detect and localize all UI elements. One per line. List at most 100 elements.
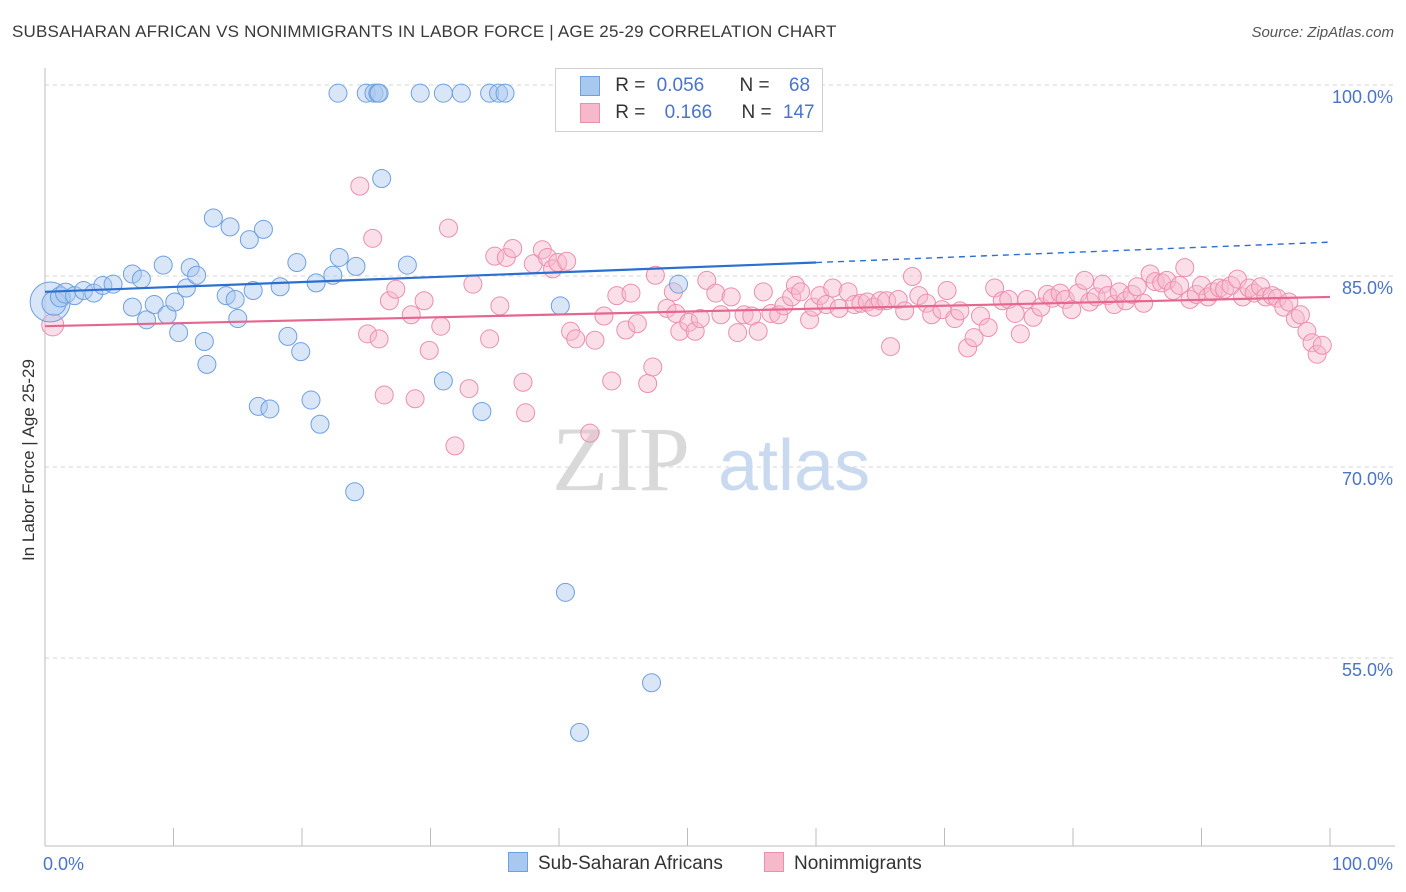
subsaharan-point <box>194 331 214 351</box>
legend-label: Nonimmigrants <box>794 853 922 874</box>
nonimmigrant-point <box>1010 324 1030 344</box>
subsaharan-point <box>253 219 273 239</box>
nonimmigrant-trend-line <box>44 295 1331 328</box>
nonimmigrant-point <box>895 301 915 321</box>
x-tick-label: 0.0% <box>43 854 84 874</box>
nonimmigrant-point <box>358 324 378 344</box>
nonimmigrant-point <box>1290 305 1310 325</box>
nonimmigrant-point <box>964 328 984 348</box>
subsaharan-point <box>169 323 189 343</box>
legend-r-label: R = <box>615 75 646 96</box>
nonimmigrant-point <box>431 316 451 336</box>
subsaharan-points <box>29 83 817 742</box>
nonimmigrant-point <box>580 423 600 443</box>
subsaharan-point <box>550 296 570 316</box>
subsaharan-point <box>555 582 575 602</box>
x-tick-label: 100.0% <box>1332 854 1393 874</box>
nonimmigrant-point <box>1104 295 1124 315</box>
subsaharan-point <box>642 673 662 693</box>
nonimmigrant-point <box>602 371 622 391</box>
nonimmigrant-point <box>1075 270 1095 290</box>
subsaharan-trend-line <box>44 261 817 293</box>
nonimmigrant-point <box>638 374 658 393</box>
nonimmigrant-point <box>1297 321 1317 341</box>
nonimmigrant-point <box>627 314 647 334</box>
subsaharan-point <box>225 289 245 309</box>
legend-row-nonimmigrants: R = 0.166 N = 147 <box>580 102 815 124</box>
nonimmigrant-point <box>445 436 465 456</box>
nonimmigrant-point <box>419 340 439 360</box>
nonimmigrant-point <box>721 287 741 307</box>
nonimmigrant-point <box>1134 293 1154 313</box>
nonimmigrant-point <box>881 337 901 357</box>
y-tick-label: 85.0% <box>1342 278 1393 298</box>
subsaharan-point <box>165 292 185 312</box>
nonimmigrant-point <box>369 329 389 349</box>
subsaharan-point <box>310 414 330 434</box>
subsaharan-point <box>372 168 392 188</box>
nonimmigrant-point <box>1170 275 1190 295</box>
subsaharan-point <box>346 256 366 276</box>
subsaharan-point <box>328 83 348 103</box>
subsaharan-point <box>329 247 349 267</box>
nonimmigrant-point <box>978 317 998 337</box>
legend-r-label: R = <box>615 102 646 123</box>
subsaharan-point <box>228 309 248 329</box>
legend-n-value: 68 <box>788 75 811 96</box>
pink-swatch <box>580 102 600 123</box>
nonimmigrant-point <box>888 289 908 309</box>
nonimmigrant-point <box>728 323 748 343</box>
nonimmigrant-point <box>374 385 394 405</box>
nonimmigrant-point <box>414 291 434 311</box>
subsaharan-point <box>144 295 164 315</box>
subsaharan-point <box>397 255 417 275</box>
nonimmigrant-point <box>516 403 536 423</box>
nonimmigrant-point <box>711 305 731 325</box>
subsaharan-point <box>669 274 689 294</box>
subsaharan-point <box>153 255 173 275</box>
nonimmigrant-point <box>791 282 811 302</box>
watermark-atlas: atlas <box>718 426 870 506</box>
chart-source: Source: ZipAtlas.com <box>1251 24 1394 41</box>
legend-n-label: N = <box>739 75 770 96</box>
nonimmigrant-point <box>1312 335 1332 355</box>
nonimmigrant-point <box>616 320 636 340</box>
nonimmigrant-point <box>823 278 843 298</box>
subsaharan-point <box>248 396 268 416</box>
nonimmigrant-point <box>594 306 614 326</box>
nonimmigrant-point <box>970 306 990 326</box>
legend-r-value: 0.056 <box>656 75 705 96</box>
nonimmigrant-point <box>1093 274 1113 294</box>
subsaharan-point <box>369 83 389 103</box>
legend-item-subsaharan: Sub-Saharan Africans <box>508 852 723 875</box>
nonimmigrant-point <box>1307 344 1327 364</box>
watermark: ZIP atlas <box>552 408 870 510</box>
subsaharan-point <box>220 217 240 237</box>
grid-lines <box>45 84 1395 659</box>
y-axis-title: In Labor Force | Age 25-29 <box>19 359 38 561</box>
legend-row-subsaharan: R = 0.056 N = 68 <box>580 75 810 97</box>
subsaharan-point <box>131 269 151 289</box>
pink-swatch <box>764 852 784 872</box>
subsaharan-point <box>495 83 515 103</box>
nonimmigrant-point <box>621 283 641 303</box>
trend-lines <box>44 241 1331 328</box>
nonimmigrant-point <box>401 305 421 325</box>
nonimmigrant-point <box>379 291 399 311</box>
y-tick-label: 70.0% <box>1342 469 1393 489</box>
nonimmigrant-point <box>537 247 557 267</box>
legend-n-label: N = <box>741 102 772 123</box>
nonimmigrant-point <box>902 267 922 287</box>
nonimmigrant-point <box>566 329 586 349</box>
subsaharan-point <box>451 83 471 103</box>
nonimmigrant-point <box>748 321 768 341</box>
nonimmigrant-point <box>643 357 663 377</box>
subsaharan-point <box>345 482 365 502</box>
subsaharan-point <box>260 399 280 419</box>
nonimmigrant-point <box>785 275 805 295</box>
nonimmigrant-point <box>1262 286 1282 306</box>
nonimmigrant-point <box>480 329 500 349</box>
nonimmigrant-point <box>800 310 820 330</box>
nonimmigrant-point <box>1175 258 1195 278</box>
